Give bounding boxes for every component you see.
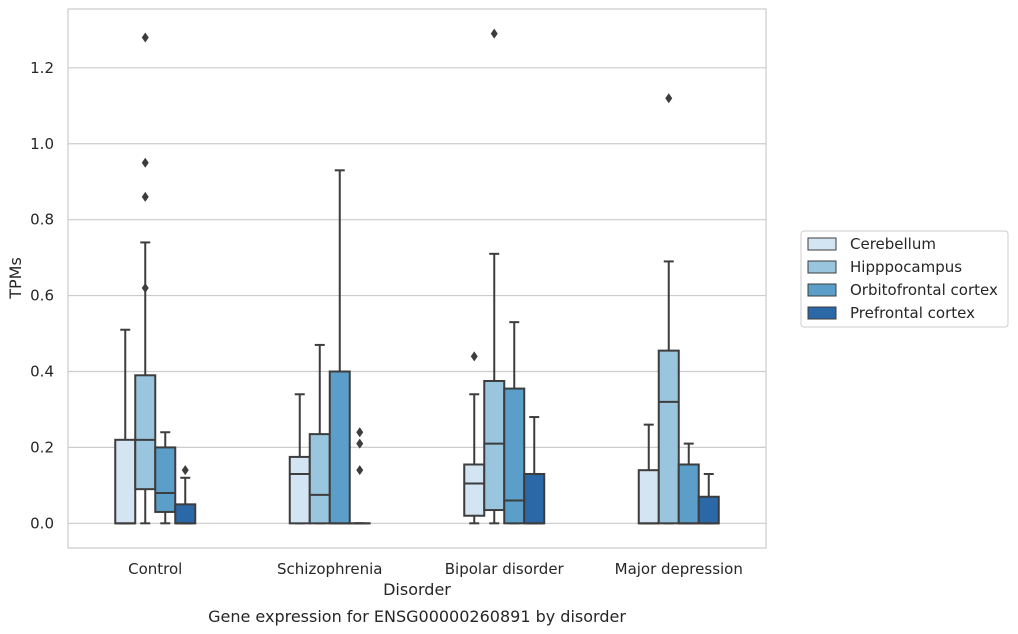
box-iqr xyxy=(328,370,351,525)
box-iqr xyxy=(677,463,700,525)
box-0-1 xyxy=(134,32,157,525)
outlier-point xyxy=(141,282,149,293)
x-axis-ticks: Control Schizophrenia Bipolar disorder Majo… xyxy=(128,560,743,578)
outlier-point xyxy=(181,465,189,476)
box-3-2 xyxy=(677,442,700,525)
box-3-0 xyxy=(637,423,660,525)
box-iqr xyxy=(114,438,137,525)
box-2-3 xyxy=(523,416,546,525)
legend-label: Prefrontal cortex xyxy=(850,304,975,322)
legend-label: Cerebellum xyxy=(850,235,936,253)
box-iqr xyxy=(174,503,197,525)
y-tick-label: 0.8 xyxy=(30,211,54,229)
y-tick-label: 1.2 xyxy=(30,59,54,77)
box-iqr xyxy=(503,387,526,525)
box-iqr xyxy=(134,374,157,491)
legend-swatch xyxy=(807,306,837,320)
outlier-point xyxy=(141,32,149,43)
outlier-point xyxy=(356,427,364,438)
legend-label: Hipppocampus xyxy=(850,258,962,276)
x-axis-title: Disorder xyxy=(383,580,451,599)
y-tick-label: 0.0 xyxy=(30,514,54,532)
box-iqr xyxy=(308,433,331,525)
chart-caption: Gene expression for ENSG00000260891 by d… xyxy=(208,607,626,626)
x-tick-label: Bipolar disorder xyxy=(445,560,565,578)
box-iqr xyxy=(637,469,660,525)
box-iqr xyxy=(697,495,720,525)
grid-lines xyxy=(68,67,766,524)
box-iqr xyxy=(288,455,311,525)
x-tick-label: Schizophrenia xyxy=(277,560,382,578)
box-0-3 xyxy=(174,465,197,525)
legend-swatch xyxy=(807,283,837,297)
plot-area-frame xyxy=(67,8,767,549)
y-tick-label: 0.4 xyxy=(30,362,54,380)
y-axis-ticks: 0.0 0.2 0.4 0.6 0.8 1.0 1.2 xyxy=(30,59,54,532)
box-1-0 xyxy=(288,393,311,525)
outlier-point xyxy=(665,93,673,104)
box-1-2 xyxy=(328,169,351,525)
box-0-0 xyxy=(114,328,137,525)
outlier-point xyxy=(141,157,149,168)
x-tick-label: Major depression xyxy=(615,560,743,578)
box-2-0 xyxy=(463,351,486,525)
outlier-point xyxy=(141,191,149,202)
x-tick-label: Control xyxy=(128,560,182,578)
y-axis-title: TPMs xyxy=(6,257,25,300)
box-iqr xyxy=(483,379,506,512)
y-tick-label: 0.6 xyxy=(30,287,54,305)
box-1-3 xyxy=(348,427,371,525)
outlier-point xyxy=(470,351,478,362)
y-tick-label: 1.0 xyxy=(30,135,54,153)
box-1-1 xyxy=(308,343,331,525)
box-iqr xyxy=(523,472,546,525)
box-3-3 xyxy=(697,472,720,525)
box-2-2 xyxy=(503,321,526,525)
outlier-point xyxy=(490,28,498,39)
y-tick-label: 0.2 xyxy=(30,438,54,456)
outlier-point xyxy=(356,465,364,476)
legend-frame xyxy=(800,230,1009,328)
box-0-2 xyxy=(154,431,177,525)
legend-label: Orbitofrontal cortex xyxy=(850,281,998,299)
legend-swatch xyxy=(807,260,837,274)
box-3-1 xyxy=(657,93,680,525)
box-iqr xyxy=(463,463,486,517)
box-2-1 xyxy=(483,28,506,525)
outlier-point xyxy=(356,438,364,449)
box-series xyxy=(114,28,720,525)
box-iqr xyxy=(154,446,177,513)
box-iqr xyxy=(657,349,680,525)
legend: Cerebellum Hipppocampus Orbitofrontal cort… xyxy=(800,230,1009,328)
legend-swatch xyxy=(807,237,837,251)
